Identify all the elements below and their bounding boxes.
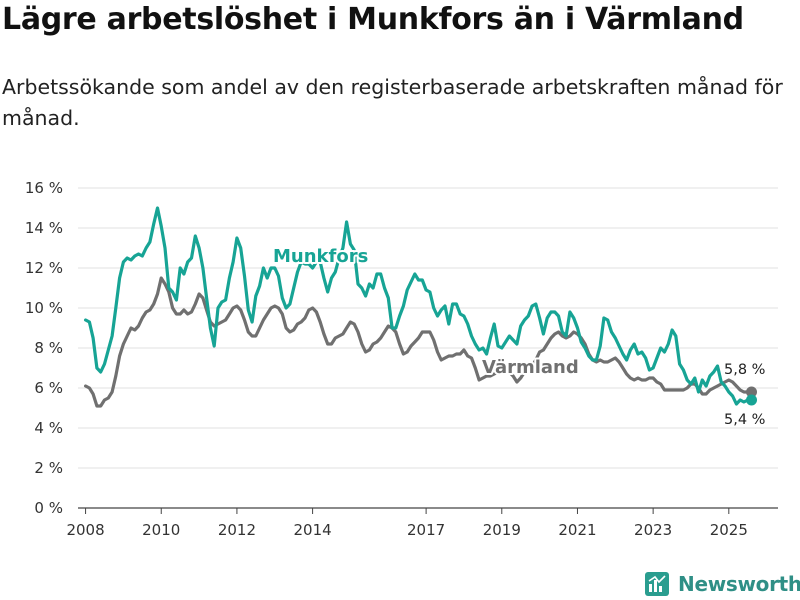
y-tick-label: 6 %	[34, 379, 63, 397]
y-tick-label: 8 %	[34, 339, 63, 357]
chart-subtitle: Arbetssökande som andel av den registerb…	[2, 75, 783, 130]
series-label-munkfors: Munkfors	[273, 246, 368, 267]
y-tick-label: 0 %	[34, 499, 63, 517]
y-tick-label: 2 %	[34, 459, 63, 477]
series-label-varmland: Värmland	[482, 357, 579, 378]
series-line-munkfors	[84, 206, 754, 406]
y-tick-label: 14 %	[25, 219, 63, 237]
chart-grid	[78, 187, 778, 509]
y-tick-label: 4 %	[34, 419, 63, 437]
y-tick-label: 16 %	[25, 179, 63, 197]
newsworthy-brand: Newsworthy	[644, 570, 800, 598]
series-end-dot-munkfors	[746, 394, 758, 406]
x-tick-label: 2023	[634, 521, 672, 539]
x-axis: 2008 2010 2012 2014 2017 2019 2021 2023 2025	[66, 508, 748, 539]
end-value-label-munkfors: 5,4 %	[724, 412, 765, 428]
y-tick-label: 10 %	[25, 299, 63, 317]
x-tick-label: 2021	[558, 521, 596, 539]
newsworthy-logo-icon	[645, 572, 669, 596]
chart-labels: Munkfors Värmland 5,8 % 5,4 %	[271, 244, 767, 430]
y-axis: 0 % 2 % 4 % 6 % 8 % 10 % 12 % 14 % 16 %	[25, 179, 63, 517]
brand-name: Newsworthy	[678, 572, 800, 596]
chart-lines	[84, 206, 758, 408]
x-tick-label: 2008	[66, 521, 104, 539]
x-tick-label: 2012	[218, 521, 256, 539]
series-end-dot-vrmland	[746, 386, 758, 398]
x-tick-label: 2025	[710, 521, 748, 539]
series-line-vrmland	[84, 276, 754, 408]
end-value-label-varmland: 5,8 %	[724, 362, 765, 378]
x-tick-label: 2019	[483, 521, 521, 539]
chart-title: Lägre arbetslöshet i Munkfors än i Värml…	[2, 2, 744, 37]
y-tick-label: 12 %	[25, 259, 63, 277]
x-tick-label: 2010	[142, 521, 180, 539]
x-tick-label: 2014	[294, 521, 332, 539]
x-tick-label: 2017	[407, 521, 445, 539]
